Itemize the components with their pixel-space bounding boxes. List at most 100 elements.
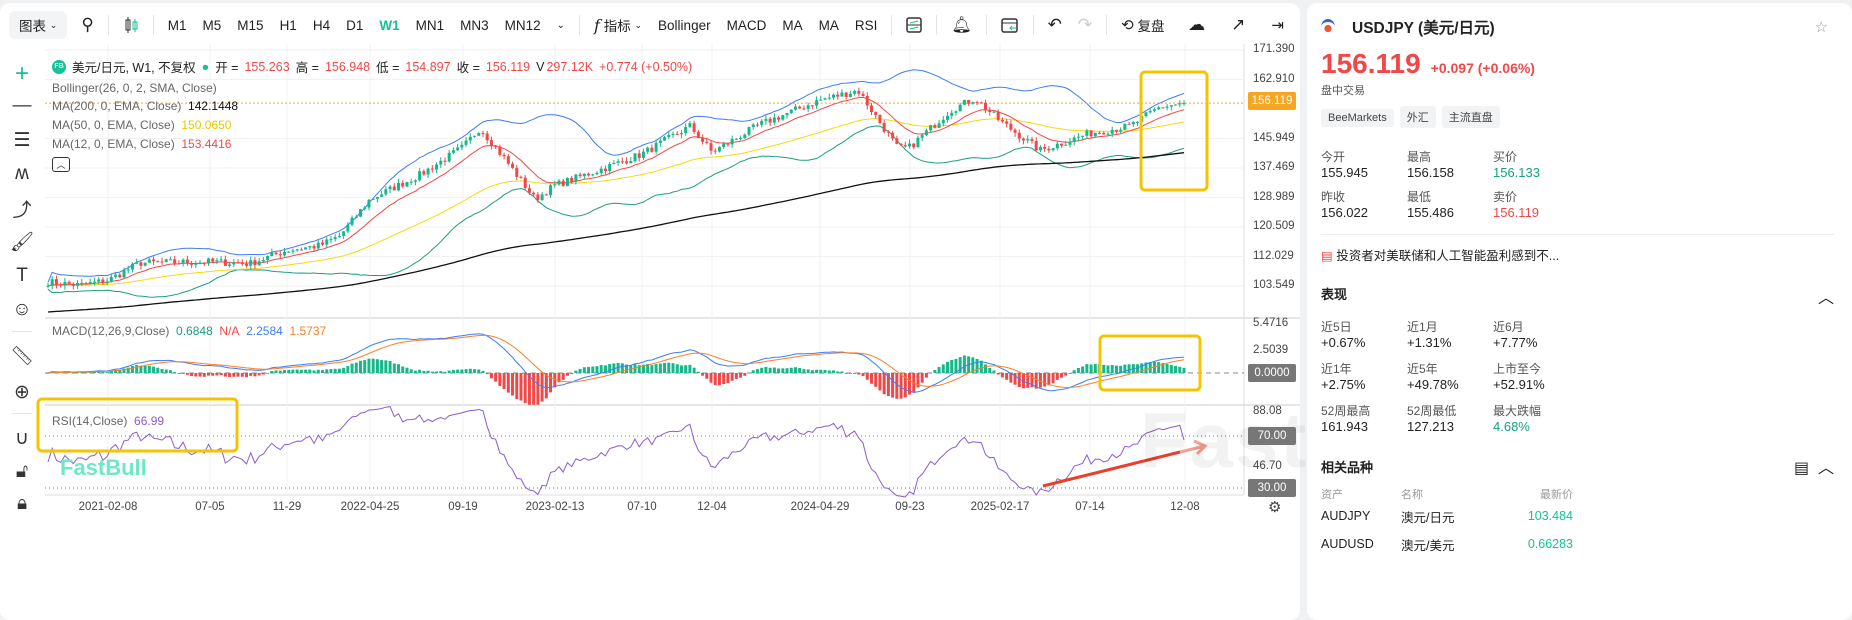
ma200-legend[interactable]: MA(200, 0, EMA, Close) 142.1448: [52, 99, 238, 113]
news-headline[interactable]: ▤ 投资者对美联储和人工智能盈利感到不...: [1321, 234, 1834, 264]
time-axis-label: 09-23: [895, 501, 925, 513]
related-row[interactable]: AUDUSD 澳元/美元 0.66283: [1321, 530, 1834, 558]
candle-body: [599, 168, 603, 173]
collapse-legend-icon[interactable]: ︿: [52, 157, 70, 172]
ma12-legend[interactable]: MA(12, 0, EMA, Close) 153.4416: [52, 137, 231, 151]
timeframe-d1[interactable]: D1: [346, 17, 364, 33]
calendar-icon[interactable]: [993, 11, 1027, 39]
indicators-button[interactable]: f 指标 ⌄: [594, 15, 643, 35]
macd-histogram-bar: [1038, 373, 1042, 388]
stat-label: 最高: [1407, 150, 1432, 164]
timeframe-m5[interactable]: M5: [202, 17, 222, 33]
horizontal-line-icon[interactable]: —: [12, 95, 32, 116]
performance-stat: 上市至今 +52.91%: [1493, 360, 1579, 392]
macd-histogram-bar: [439, 371, 443, 373]
related-row[interactable]: AUDJPY 澳元/日元 103.484: [1321, 502, 1834, 530]
candlestick-type-icon[interactable]: [115, 11, 147, 39]
channel-lines-icon[interactable]: ☰: [13, 129, 31, 151]
time-axis-label: 2022-04-25: [340, 501, 400, 513]
brush-icon[interactable]: 🖌︎: [9, 232, 35, 253]
bollinger-legend[interactable]: Bollinger(26, 0, 2, SMA, Close): [52, 81, 217, 95]
timeframe-h4[interactable]: H4: [312, 17, 331, 33]
candle-body: [950, 112, 954, 116]
timeframe-mn12[interactable]: MN12: [504, 17, 541, 33]
news-headline-text: 投资者对美联储和人工智能盈利感到不...: [1336, 249, 1560, 263]
redo-icon[interactable]: ↷: [1077, 15, 1093, 34]
cloud-sync-icon[interactable]: ☁: [1188, 15, 1206, 34]
chart-menu-button[interactable]: 图表 ⌄: [9, 11, 68, 39]
indicator-rsi-button[interactable]: RSI: [854, 17, 878, 33]
share-icon[interactable]: ↗: [1231, 15, 1246, 34]
perf-label: 上市至今: [1493, 362, 1542, 376]
pattern-icon[interactable]: ʍ: [15, 163, 29, 184]
macd-histogram-bar: [785, 368, 789, 373]
candle-body: [392, 186, 396, 191]
macd-histogram-bar: [646, 363, 650, 373]
candle-body: [789, 109, 793, 114]
quote-stat: 买价 156.133: [1493, 148, 1579, 180]
ma50-legend[interactable]: MA(50, 0, EMA, Close) 150.0650: [52, 118, 231, 132]
candle-body: [181, 259, 185, 264]
timeframe-m15[interactable]: M15: [237, 17, 264, 33]
tag-pill[interactable]: BeeMarkets: [1321, 109, 1394, 127]
macd-histogram-bar: [464, 369, 468, 373]
highlight-box: [1139, 70, 1209, 192]
macd-histogram-bar: [641, 364, 645, 373]
indicator-macd-button[interactable]: MACD: [726, 17, 767, 33]
indicator-bollinger-button[interactable]: Bollinger: [658, 17, 711, 33]
candle-body: [126, 269, 130, 271]
performance-stat: 最大跌幅 4.68%: [1493, 402, 1579, 434]
zoom-in-icon[interactable]: ⊕: [14, 381, 30, 403]
indicator-ma-button[interactable]: MA: [818, 17, 839, 33]
replay-button[interactable]: ⟲ 复盘: [1113, 11, 1172, 39]
crosshair-icon[interactable]: +: [14, 60, 29, 87]
trend-arrow-icon[interactable]: ⤴: [12, 199, 32, 221]
candle-body: [63, 281, 67, 286]
candle-body: [565, 177, 569, 187]
list-icon[interactable]: ▤: [1793, 460, 1810, 477]
candle-body: [380, 194, 384, 197]
stat-label: 卖价: [1493, 190, 1518, 204]
timeframe-more-chevron-icon[interactable]: ⌄: [556, 19, 566, 31]
alert-add-icon[interactable]: 🔔︎: [951, 17, 972, 34]
layout-icon[interactable]: [898, 11, 930, 39]
collapse-panel-icon[interactable]: ⇥: [1271, 17, 1284, 34]
macd-histogram-bar: [810, 370, 814, 373]
lock-icon[interactable]: 🔒︎: [16, 493, 28, 514]
candle-body: [1144, 112, 1148, 116]
candle-body: [333, 237, 337, 240]
macd-histogram-bar: [430, 371, 434, 373]
tag-pill[interactable]: 外汇: [1399, 106, 1436, 128]
candle-body: [967, 100, 971, 104]
rsi-legend[interactable]: RSI(14,Close) 66.99: [52, 414, 164, 428]
timeframe-mn3[interactable]: MN3: [460, 17, 489, 33]
macd-histogram-bar: [743, 373, 747, 376]
chart-canvas[interactable]: [0, 0, 1305, 620]
undo-icon[interactable]: ↶: [1047, 15, 1062, 34]
macd-legend[interactable]: MACD(12,26,9,Close) 0.6848 N/A 2.2584 1.…: [52, 324, 326, 338]
macd-histogram-bar: [937, 367, 941, 373]
candle-body: [975, 102, 979, 104]
collapse-chevron-icon[interactable]: ︿: [1817, 290, 1834, 307]
performance-stat: 52周最低 127.213: [1407, 402, 1493, 434]
chart-settings-gear-icon[interactable]: ⚙: [1268, 499, 1282, 516]
timeframe-w1[interactable]: W1: [379, 17, 400, 33]
tag-pill[interactable]: 主流直盘: [1441, 106, 1500, 128]
search-icon[interactable]: ⚲: [81, 15, 94, 34]
macd-histogram-bar: [122, 368, 126, 373]
magnet-icon[interactable]: ∪: [15, 427, 29, 449]
favorite-star-icon[interactable]: ☆: [1814, 19, 1828, 36]
macd-histogram-bar: [304, 369, 308, 373]
candle-body: [612, 162, 616, 164]
emoji-icon[interactable]: ☺: [12, 299, 32, 320]
candle-body: [1174, 104, 1178, 106]
indicator-ma-button[interactable]: MA: [782, 17, 803, 33]
timeframe-m1[interactable]: M1: [167, 17, 187, 33]
collapse-related-chevron-icon[interactable]: ︿: [1817, 460, 1834, 477]
lock-drawings-icon[interactable]: 🔓︎: [15, 461, 29, 482]
timeframe-h1[interactable]: H1: [279, 17, 297, 33]
ruler-icon[interactable]: 📏︎: [9, 346, 35, 367]
candle-body: [886, 131, 890, 133]
text-tool-icon[interactable]: T: [16, 265, 28, 286]
timeframe-mn1[interactable]: MN1: [415, 17, 445, 33]
